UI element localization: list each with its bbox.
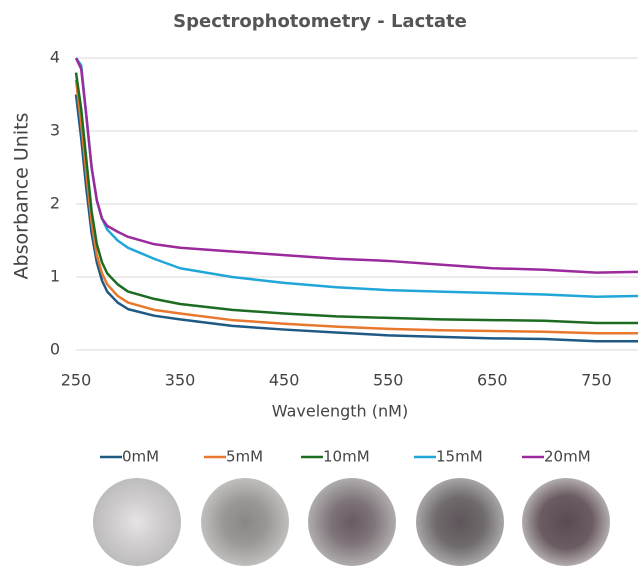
photo xyxy=(93,478,181,566)
x-tick-label: 350 xyxy=(165,371,196,390)
photo xyxy=(308,478,396,566)
x-tick-label: 550 xyxy=(373,371,404,390)
series-line xyxy=(74,57,639,274)
photo xyxy=(201,478,289,566)
series-line xyxy=(74,94,638,343)
legend-label: 5mM xyxy=(226,448,263,466)
legend-label: 15mM xyxy=(436,448,483,466)
x-tick-label: 650 xyxy=(477,371,508,390)
y-tick-label: 3 xyxy=(50,121,60,140)
y-tick-label: 1 xyxy=(50,267,60,286)
y-axis-title: Absorbance Units xyxy=(11,113,33,280)
series-line xyxy=(74,72,638,325)
sample-photos xyxy=(93,478,610,566)
legend-label: 0mM xyxy=(122,448,159,466)
y-tick-label: 0 xyxy=(50,340,60,359)
photo xyxy=(522,478,610,566)
series-line xyxy=(74,79,638,335)
x-tick-label: 750 xyxy=(581,371,612,390)
x-tick-label: 450 xyxy=(269,371,300,390)
legend-label: 10mM xyxy=(323,448,370,466)
chart-title: Spectrophotometry - Lactate xyxy=(173,11,467,32)
photo xyxy=(416,478,504,566)
x-tick-label: 250 xyxy=(61,371,92,390)
x-axis-title: Wavelength (nM) xyxy=(272,402,408,421)
y-tick-label: 4 xyxy=(50,48,60,67)
series-line xyxy=(74,57,639,298)
legend-label: 20mM xyxy=(544,448,591,466)
y-tick-label: 2 xyxy=(50,194,60,213)
